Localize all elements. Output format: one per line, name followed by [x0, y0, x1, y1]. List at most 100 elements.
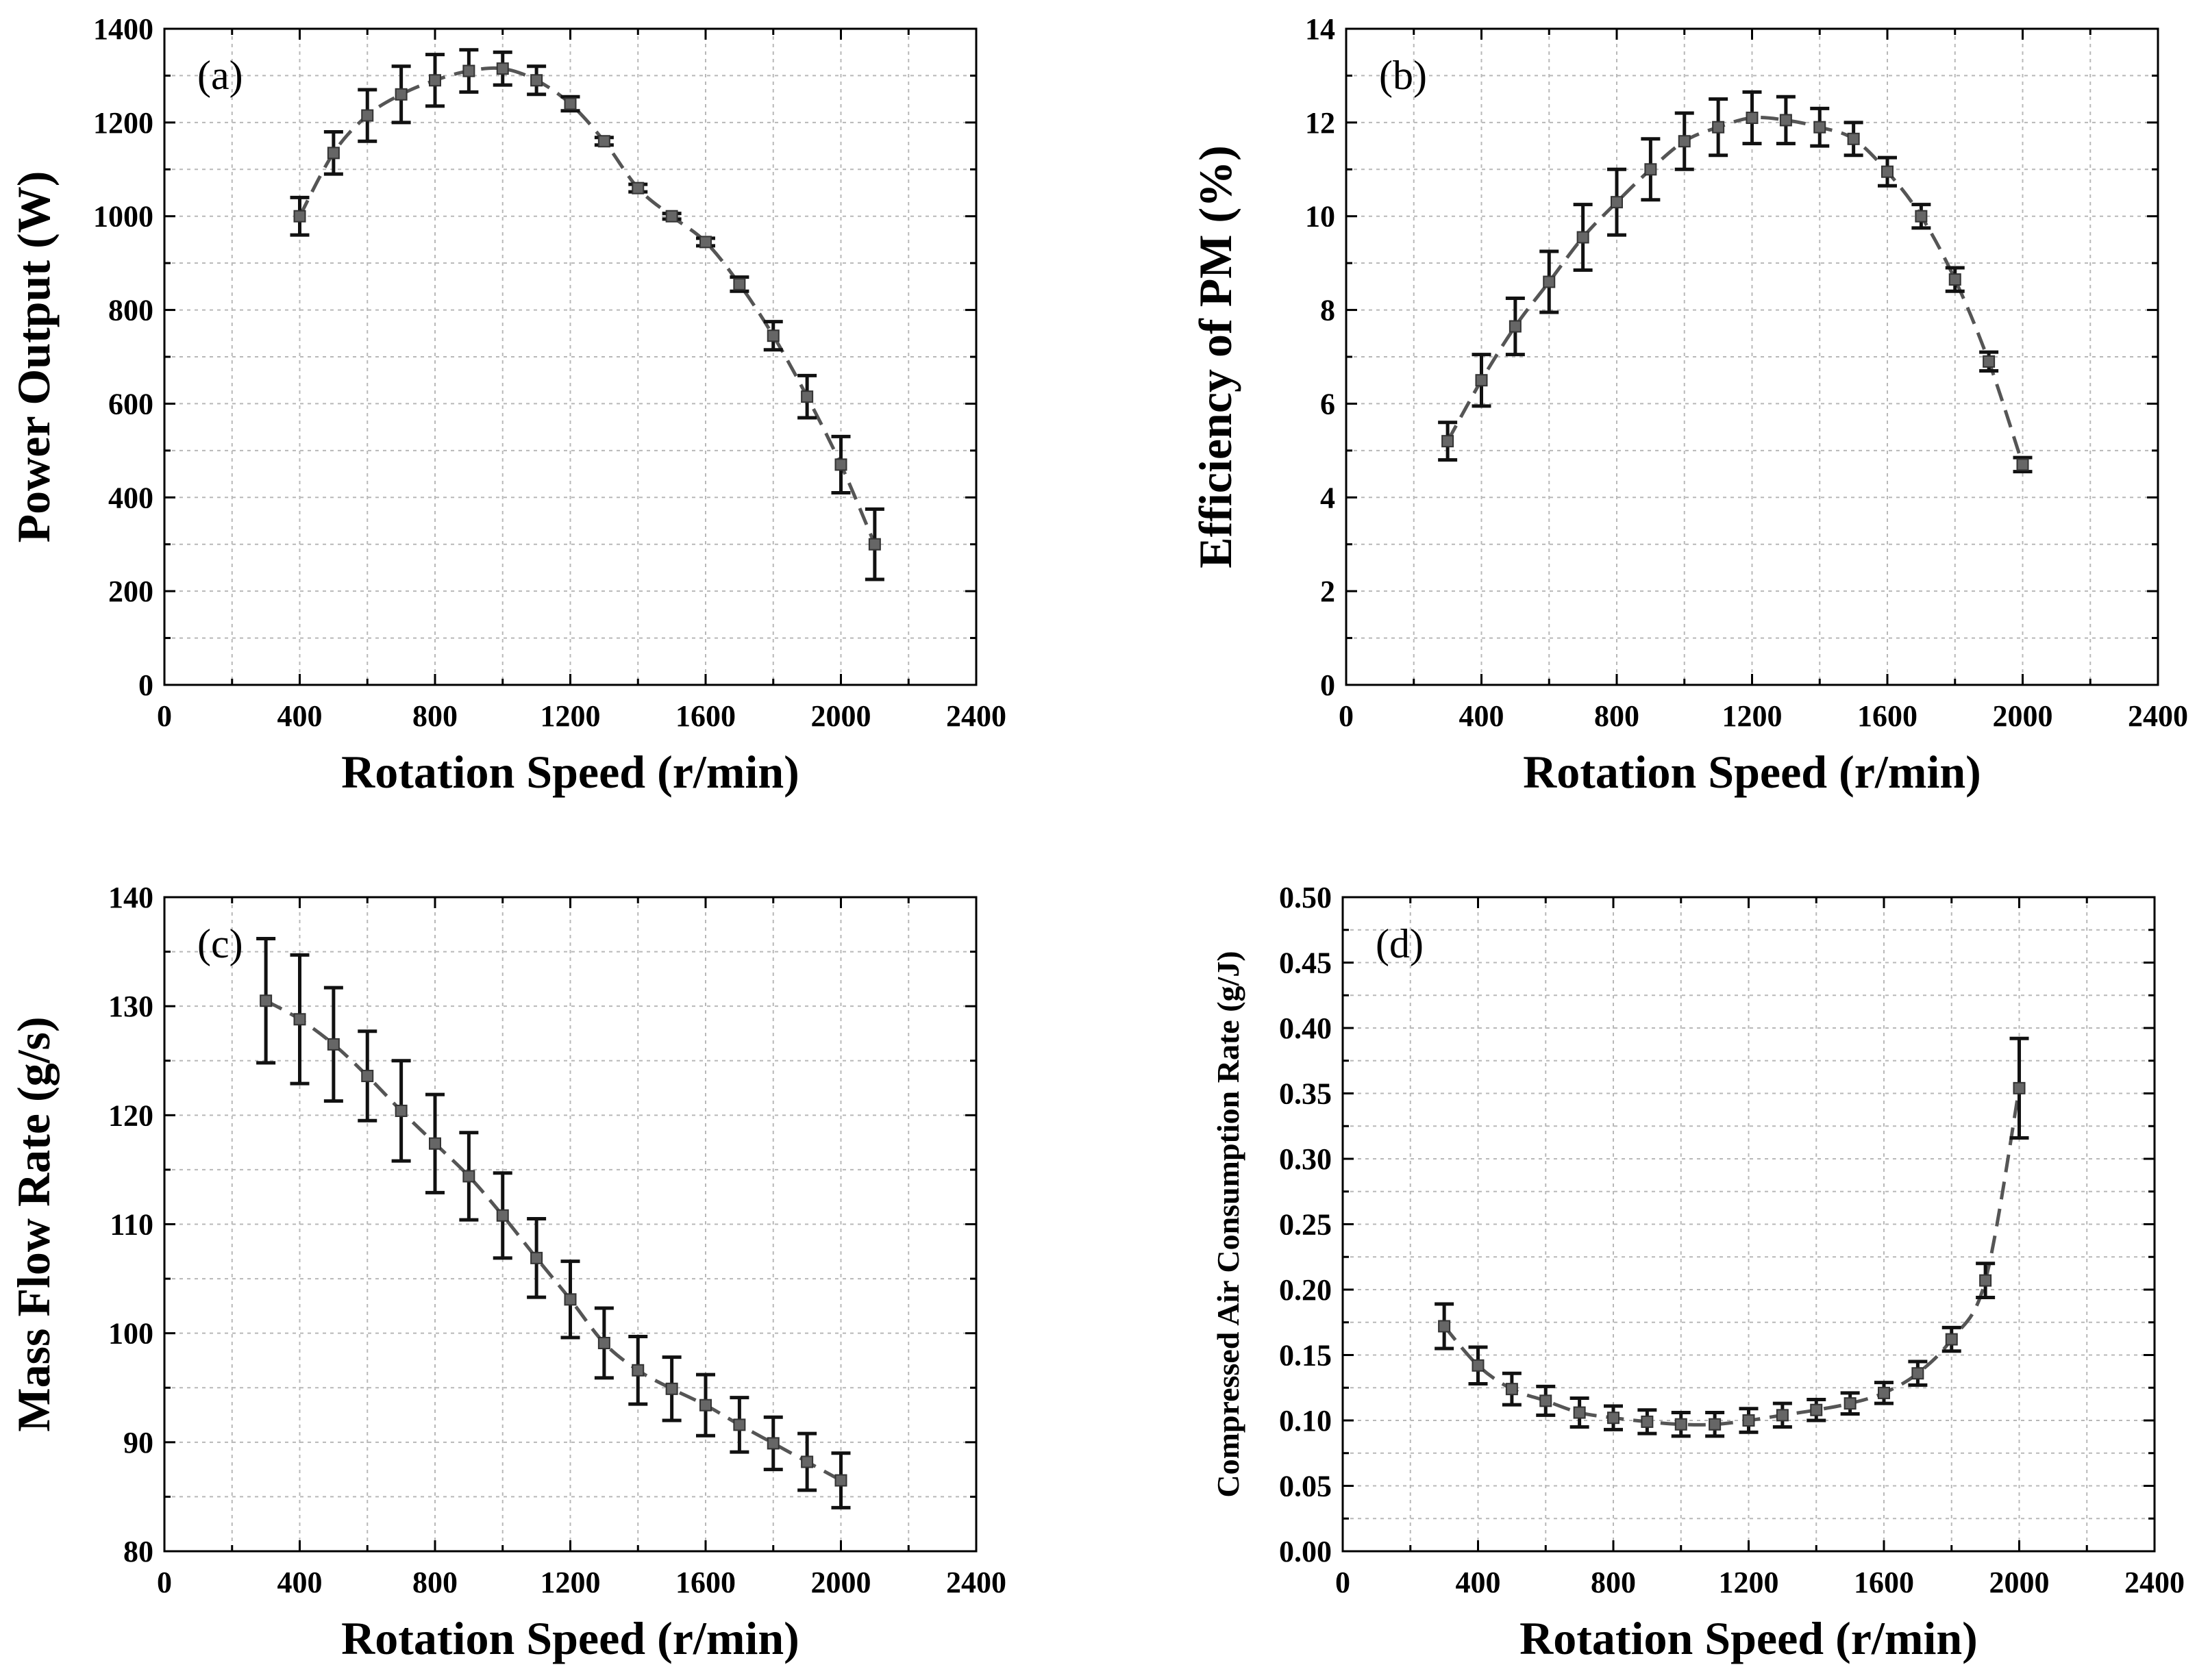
- x-tick-label: 800: [1594, 699, 1639, 733]
- data-point: [1712, 121, 1725, 134]
- y-tick-label: 0.05: [1279, 1470, 1332, 1503]
- data-point: [462, 64, 475, 77]
- panel-c: 0 400 800 1200 1600 2000 2400 80 90 100 110 120 130 1…: [8, 881, 1006, 1664]
- data-point: [293, 1013, 306, 1026]
- x-tick-label: 800: [412, 699, 458, 733]
- data-point: [1881, 165, 1894, 178]
- data-point: [699, 1399, 712, 1412]
- x-tick-label: 1600: [1854, 1566, 1914, 1599]
- data-point: [496, 62, 509, 75]
- data-point: [1576, 231, 1589, 244]
- x-tick-label: 2000: [1993, 699, 2053, 733]
- series: [290, 48, 884, 581]
- y-tick-label: 90: [123, 1426, 153, 1459]
- data-point: [1607, 1412, 1619, 1425]
- data-point: [260, 994, 273, 1007]
- y-axis-title: Power Output (W): [8, 171, 60, 543]
- x-tick-label: 800: [412, 1566, 458, 1599]
- fit-line: [264, 999, 842, 1482]
- y-tick-label: 0.15: [1279, 1339, 1332, 1372]
- data-point: [1911, 1367, 1924, 1380]
- x-tick-label: 1600: [675, 1566, 736, 1599]
- data-point: [1678, 135, 1691, 148]
- series: [1438, 90, 2033, 474]
- data-point: [361, 1070, 374, 1083]
- data-point: [1983, 355, 1996, 368]
- data-point: [665, 1382, 678, 1395]
- y-tick-label: 1000: [93, 200, 153, 234]
- grid: [1343, 897, 2155, 1551]
- data-point: [1611, 196, 1623, 209]
- x-tick-label: 2400: [946, 699, 1006, 733]
- data-point: [1844, 1397, 1857, 1410]
- data-point: [632, 181, 645, 195]
- x-tick-label: 1600: [675, 699, 736, 733]
- y-tick-label: 140: [108, 881, 153, 914]
- data-point: [429, 1137, 441, 1150]
- panel-label: (b): [1379, 53, 1427, 98]
- panel-b: 0 400 800 1200 1600 2000 2400 0 2 4 6 8 10 12 14 Rotati…: [1189, 12, 2188, 798]
- x-tick-label: 2400: [2124, 1566, 2185, 1599]
- data-point: [429, 74, 441, 87]
- data-point: [1847, 132, 1860, 145]
- x-tick-label: 1200: [1719, 1566, 1779, 1599]
- y-tick-label: 0.00: [1279, 1535, 1332, 1568]
- y-axis-title: Efficiency of PM (%): [1189, 145, 1241, 568]
- data-point: [767, 1437, 780, 1450]
- x-tick-label: 1600: [1857, 699, 1917, 733]
- data-point: [801, 1455, 814, 1468]
- data-point: [834, 1474, 847, 1487]
- data-point: [1573, 1406, 1586, 1419]
- data-point: [1641, 1415, 1654, 1428]
- data-point: [1948, 273, 1961, 286]
- data-point: [327, 147, 340, 160]
- data-point: [1438, 1320, 1451, 1333]
- data-point: [1813, 121, 1826, 134]
- x-axis-title: Rotation Speed (r/min): [1523, 746, 1981, 798]
- data-point: [1779, 114, 1792, 127]
- x-axis: 0 400 800 1200 1600 2000 2400: [157, 897, 1006, 1599]
- data-point: [1776, 1409, 1789, 1422]
- data-point: [1441, 435, 1454, 448]
- x-tick-label: 400: [1456, 1566, 1501, 1599]
- x-tick-label: 400: [1459, 699, 1504, 733]
- data-point: [1509, 320, 1522, 333]
- grid: [164, 29, 976, 685]
- data-point: [564, 1293, 577, 1306]
- y-tick-label: 200: [108, 575, 153, 608]
- data-point: [733, 1418, 746, 1431]
- data-point: [1472, 1359, 1485, 1372]
- y-axis-title: Mass Flow Rate (g/s): [8, 1016, 60, 1431]
- y-tick-label: 0.25: [1279, 1208, 1332, 1242]
- data-point: [327, 1038, 340, 1051]
- series: [256, 936, 851, 1509]
- y-tick-label: 400: [108, 481, 153, 514]
- y-tick-label: 0: [1320, 668, 1335, 702]
- x-tick-label: 1200: [1722, 699, 1783, 733]
- y-tick-label: 12: [1305, 106, 1335, 140]
- x-tick-label: 2000: [1989, 1566, 2050, 1599]
- y-tick-label: 0.35: [1279, 1077, 1332, 1111]
- x-axis-title: Rotation Speed (r/min): [341, 1612, 799, 1664]
- y-axis: 0 2 4 6 8 10 12 14: [1305, 12, 2158, 702]
- y-tick-label: 1200: [93, 106, 153, 140]
- data-point: [597, 135, 610, 148]
- fit-line: [298, 66, 877, 545]
- y-tick-label: 0.30: [1279, 1142, 1332, 1176]
- x-tick-label: 0: [157, 1566, 172, 1599]
- data-point: [699, 236, 712, 249]
- y-axis: 0.00 0.05 0.10 0.15 0.20 0.25 0.30 0.35 0.40 0.45…: [1279, 881, 2155, 1568]
- x-tick-label: 400: [277, 1566, 323, 1599]
- y-tick-label: 600: [108, 387, 153, 421]
- data-point: [530, 74, 543, 87]
- y-tick-label: 80: [123, 1535, 153, 1568]
- y-tick-label: 8: [1320, 294, 1335, 327]
- panel-label: (c): [197, 921, 243, 966]
- data-point: [1475, 374, 1488, 387]
- data-point: [733, 277, 746, 290]
- x-axis: 0 400 800 1200 1600 2000 2400: [1339, 29, 2188, 733]
- data-point: [1505, 1383, 1518, 1396]
- data-point: [767, 329, 780, 342]
- y-tick-label: 0.50: [1279, 881, 1332, 914]
